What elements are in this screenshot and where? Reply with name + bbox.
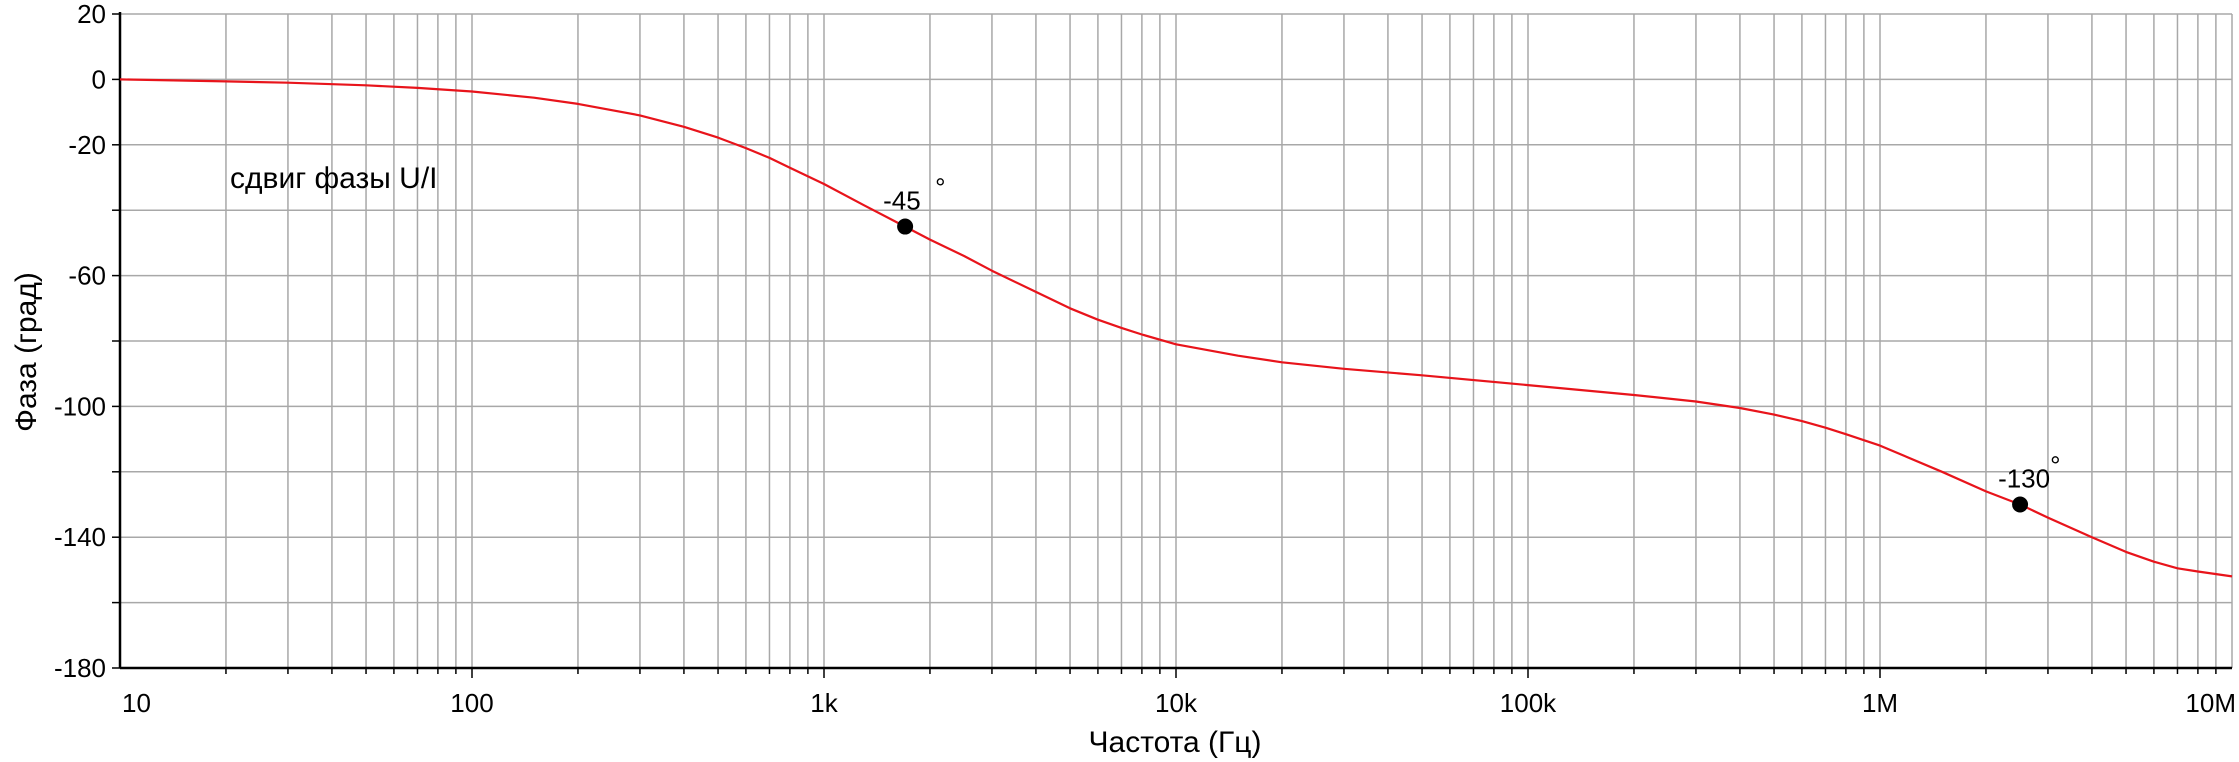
phase-series-line	[119, 78, 2233, 578]
y-tick-label: -140	[54, 522, 106, 552]
marker-unit: °	[2050, 451, 2060, 481]
x-tick-label: 100k	[1500, 688, 1557, 718]
x-tick-label: 10M	[2185, 688, 2236, 718]
series-layer: сдвиг фазы U/I	[119, 78, 2233, 578]
grid	[120, 13, 2233, 669]
x-tick-label: 10k	[1155, 688, 1198, 718]
y-tick-label: 20	[77, 0, 106, 29]
x-tick-label: 1k	[810, 688, 838, 718]
y-tick-label: -20	[68, 130, 106, 160]
x-tick-label: 10	[122, 688, 151, 718]
annotations: -45 °-130 °	[883, 173, 2060, 513]
y-tick-label: -60	[68, 261, 106, 291]
marker-label: -130	[1998, 464, 2050, 494]
y-tick-label: -100	[54, 391, 106, 421]
y-tick-label: 0	[92, 64, 106, 94]
marker-point	[897, 218, 914, 235]
y-tick-label: -180	[54, 653, 106, 683]
marker-point	[2012, 496, 2029, 513]
marker-unit: °	[935, 173, 945, 203]
y-axis-title: Фаза (град)	[10, 272, 43, 432]
marker-label: -45	[883, 186, 921, 216]
series-label: сдвиг фазы U/I	[230, 162, 438, 195]
x-tick-label: 100	[450, 688, 493, 718]
x-tick-label: 1M	[1862, 688, 1898, 718]
x-axis-title: Частота (Гц)	[1089, 726, 1262, 759]
axes: 10 100 1k 10k 100k 1M 10M 20 0 -20 -60 -100 -140 -180	[54, 0, 2236, 718]
